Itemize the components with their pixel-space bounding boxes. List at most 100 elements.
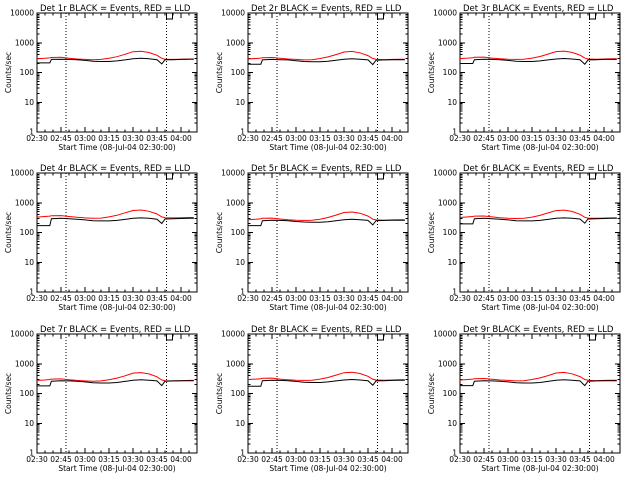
x-tick-label: 03:30 xyxy=(122,455,144,464)
x-tick-label: 03:15 xyxy=(309,134,331,143)
interval-bracket xyxy=(166,334,174,341)
y-tick-label: 1 xyxy=(452,449,457,458)
y-tick-label: 100 xyxy=(231,68,246,77)
x-tick-label: 02:45 xyxy=(50,294,72,303)
detector-panel: Det 1r BLACK = Events, RED = LLD 1 10 100 10… xyxy=(4,4,198,152)
plot-frame xyxy=(459,12,621,133)
x-tick-label: 03:15 xyxy=(309,455,331,464)
x-tick-label: 03:15 xyxy=(98,294,120,303)
y-tick-label: 1 xyxy=(29,449,34,458)
plot-frame xyxy=(459,333,621,454)
x-tick-label: 03:15 xyxy=(309,294,331,303)
x-tick-label: 02:30 xyxy=(237,294,259,303)
x-axis-label: Start Time (08-Jul-04 02:30:00) xyxy=(481,143,598,152)
x-tick-label: 03:30 xyxy=(545,134,567,143)
lld-series-line xyxy=(247,50,405,61)
y-axis-label: Counts/sec xyxy=(4,373,13,414)
detector-panel: Det 7r BLACK = Events, RED = LLD 1 10 100 10… xyxy=(4,325,198,473)
y-axis-label: Counts/sec xyxy=(427,373,436,414)
plot-frame xyxy=(247,333,409,454)
y-tick-label: 10 xyxy=(447,419,457,428)
plot-frame xyxy=(247,12,409,133)
x-axis-label: Start Time (08-Jul-04 02:30:00) xyxy=(58,143,175,152)
x-tick-label: 02:30 xyxy=(449,455,471,464)
x-tick-label: 03:45 xyxy=(357,294,379,303)
y-tick-label: 1000 xyxy=(226,198,245,207)
x-tick-label: 03:00 xyxy=(74,294,96,303)
x-tick-label: 02:45 xyxy=(50,134,72,143)
panel-title: Det 5r BLACK = Events, RED = LLD xyxy=(251,164,402,174)
x-axis-label: Start Time (08-Jul-04 02:30:00) xyxy=(269,303,386,312)
y-axis-label: Counts/sec xyxy=(215,212,224,253)
x-tick-label: 04:00 xyxy=(170,294,192,303)
x-tick-label: 03:00 xyxy=(74,455,96,464)
y-tick-label: 10000 xyxy=(221,169,245,178)
x-tick-label: 02:30 xyxy=(237,134,259,143)
x-tick-label: 02:45 xyxy=(261,294,283,303)
x-tick-label: 03:45 xyxy=(569,134,591,143)
lld-series-line xyxy=(459,371,617,382)
y-tick-label: 10 xyxy=(447,258,457,267)
x-tick-label: 03:15 xyxy=(98,134,120,143)
panel-title: Det 3r BLACK = Events, RED = LLD xyxy=(463,4,614,14)
y-tick-label: 100 xyxy=(231,228,246,237)
y-axis-label: Counts/sec xyxy=(215,373,224,414)
x-tick-label: 02:30 xyxy=(449,134,471,143)
y-tick-label: 1000 xyxy=(15,38,34,47)
x-tick-label: 04:00 xyxy=(381,134,403,143)
y-tick-label: 10000 xyxy=(10,9,34,18)
y-axis-label: Counts/sec xyxy=(215,52,224,93)
y-tick-label: 100 xyxy=(443,228,458,237)
y-tick-label: 1000 xyxy=(438,198,457,207)
x-tick-label: 03:15 xyxy=(98,455,120,464)
y-tick-label: 10 xyxy=(24,258,34,267)
x-tick-label: 03:45 xyxy=(357,134,379,143)
plot-frame xyxy=(36,172,198,293)
y-tick-label: 10000 xyxy=(433,9,457,18)
events-series-line xyxy=(460,217,617,225)
panel-title: Det 2r BLACK = Events, RED = LLD xyxy=(251,4,402,14)
interval-bracket xyxy=(377,173,385,180)
y-tick-label: 10 xyxy=(24,98,34,107)
y-tick-label: 100 xyxy=(20,228,35,237)
y-tick-label: 1 xyxy=(240,128,245,137)
events-series-line xyxy=(37,57,194,65)
detector-panel: Det 2r BLACK = Events, RED = LLD 1 10 100 10… xyxy=(215,4,409,152)
x-tick-label: 02:30 xyxy=(237,455,259,464)
x-tick-label: 04:00 xyxy=(593,134,615,143)
lld-series-line xyxy=(36,50,194,61)
y-tick-label: 10000 xyxy=(433,169,457,178)
x-tick-label: 03:45 xyxy=(357,455,379,464)
lld-series-line xyxy=(459,50,617,60)
x-tick-label: 03:30 xyxy=(545,455,567,464)
x-tick-label: 02:45 xyxy=(473,134,495,143)
interval-bracket xyxy=(589,13,597,20)
detector-panel: Det 6r BLACK = Events, RED = LLD 1 10 100 10… xyxy=(427,164,621,312)
y-tick-label: 1 xyxy=(240,449,245,458)
panel-title: Det 7r BLACK = Events, RED = LLD xyxy=(40,325,191,335)
x-tick-label: 02:45 xyxy=(261,455,283,464)
y-tick-label: 10 xyxy=(235,258,245,267)
x-tick-label: 03:45 xyxy=(146,294,168,303)
x-tick-label: 02:45 xyxy=(473,455,495,464)
x-tick-label: 02:45 xyxy=(50,455,72,464)
interval-bracket xyxy=(166,173,174,180)
x-tick-label: 03:30 xyxy=(333,134,355,143)
y-tick-label: 10 xyxy=(235,98,245,107)
x-tick-label: 02:30 xyxy=(449,294,471,303)
interval-bracket xyxy=(166,13,174,20)
detector-panel: Det 3r BLACK = Events, RED = LLD 1 10 100 10… xyxy=(427,4,621,152)
lld-series-line xyxy=(36,372,194,382)
y-axis-label: Counts/sec xyxy=(4,52,13,93)
y-axis-label: Counts/sec xyxy=(4,212,13,253)
x-tick-label: 04:00 xyxy=(381,455,403,464)
y-axis-label: Counts/sec xyxy=(427,212,436,253)
x-axis-label: Start Time (08-Jul-04 02:30:00) xyxy=(481,464,598,473)
x-axis-label: Start Time (08-Jul-04 02:30:00) xyxy=(58,464,175,473)
events-series-line xyxy=(37,379,194,387)
x-tick-label: 03:00 xyxy=(497,134,519,143)
y-tick-label: 1 xyxy=(240,288,245,297)
detector-panel: Det 9r BLACK = Events, RED = LLD 1 10 100 10… xyxy=(427,325,621,473)
